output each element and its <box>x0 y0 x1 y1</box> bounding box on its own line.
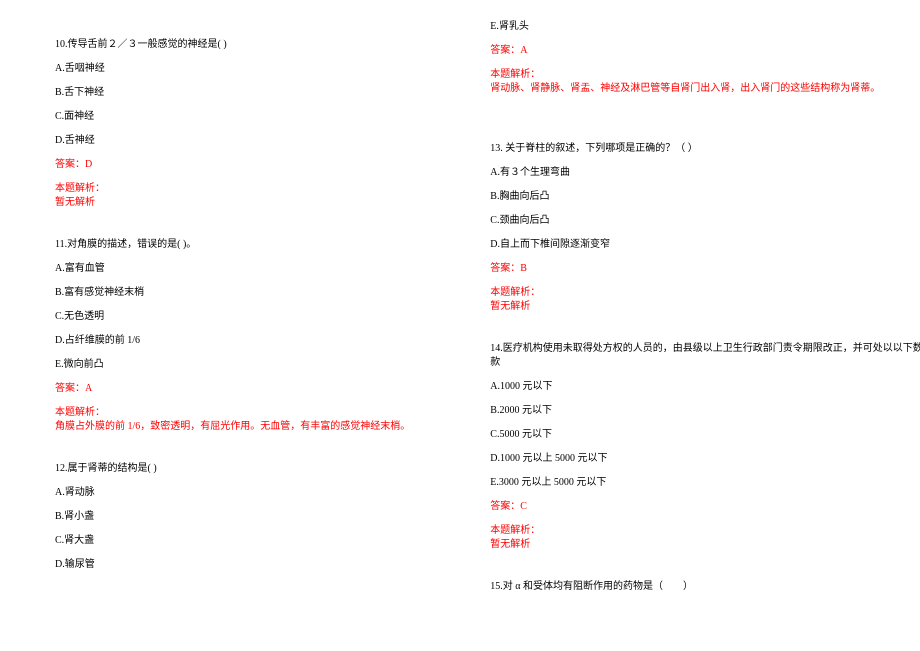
q10-option-c: C.面神经 <box>55 110 410 124</box>
spacer <box>55 444 410 462</box>
q11-option-e: E.微向前凸 <box>55 358 410 372</box>
q14-option-c: C.5000 元以下 <box>490 428 920 442</box>
q12-option-c: C.肾大盏 <box>55 534 410 548</box>
q15-stem: 15.对 α 和受体均有阻断作用的药物是（ ） <box>490 580 920 594</box>
q14-stem-cont: 款 <box>490 356 920 370</box>
q10-stem: 10.传导舌前２／３一般感觉的神经是( ) <box>55 38 410 52</box>
q14-option-b: B.2000 元以下 <box>490 404 920 418</box>
q14-option-e: E.3000 元以上 5000 元以下 <box>490 476 920 490</box>
q11-explain: 角膜占外膜的前 1/6，致密透明，有屈光作用。无血管，有丰富的感觉神经末梢。 <box>55 420 410 434</box>
q13-option-d: D.自上而下椎间隙逐渐变窄 <box>490 238 920 252</box>
spacer <box>55 20 410 38</box>
q14-explain: 暂无解析 <box>490 538 920 552</box>
q12-option-b: B.肾小盏 <box>55 510 410 524</box>
q12-answer: 答案：A <box>490 44 920 58</box>
q13-option-a: A.有３个生理弯曲 <box>490 166 920 180</box>
q10-explain: 暂无解析 <box>55 196 410 210</box>
q12-explain-header: 本题解析： <box>490 68 920 82</box>
right-column: E.肾乳头 答案：A 本题解析： 肾动脉、肾静脉、肾盂、神经及淋巴管等自肾门出入… <box>490 20 920 604</box>
q10-answer: 答案：D <box>55 158 410 172</box>
spacer <box>55 220 410 238</box>
q12-explain: 肾动脉、肾静脉、肾盂、神经及淋巴管等自肾门出入肾，出入肾门的这些结构称为肾蒂。 <box>490 82 920 96</box>
spacer <box>490 124 920 142</box>
q11-explain-header: 本题解析： <box>55 406 410 420</box>
q10-option-d: D.舌神经 <box>55 134 410 148</box>
q13-answer: 答案：B <box>490 262 920 276</box>
q10-option-a: A.舌咽神经 <box>55 62 410 76</box>
q10-option-b: B.舌下神经 <box>55 86 410 100</box>
q14-option-a: A.1000 元以下 <box>490 380 920 394</box>
left-column: 10.传导舌前２／３一般感觉的神经是( ) A.舌咽神经 B.舌下神经 C.面神… <box>55 20 410 604</box>
q11-option-a: A.富有血管 <box>55 262 410 276</box>
q14-explain-header: 本题解析： <box>490 524 920 538</box>
q13-option-c: C.颈曲向后凸 <box>490 214 920 228</box>
q14-stem: 14.医疗机构使用未取得处方权的人员的，由县级以上卫生行政部门责令期限改正，并可… <box>490 342 920 356</box>
spacer <box>490 324 920 342</box>
spacer <box>490 106 920 124</box>
q13-option-b: B.胸曲向后凸 <box>490 190 920 204</box>
spacer <box>490 562 920 580</box>
q11-answer: 答案：A <box>55 382 410 396</box>
q12-option-d: D.输尿管 <box>55 558 410 572</box>
q11-option-b: B.富有感觉神经末梢 <box>55 286 410 300</box>
q10-explain-header: 本题解析： <box>55 182 410 196</box>
q11-option-c: C.无色透明 <box>55 310 410 324</box>
q11-option-d: D.占纤维膜的前 1/6 <box>55 334 410 348</box>
q12-option-a: A.肾动脉 <box>55 486 410 500</box>
q12-option-e: E.肾乳头 <box>490 20 920 34</box>
q13-explain-header: 本题解析： <box>490 286 920 300</box>
exam-page: 10.传导舌前２／３一般感觉的神经是( ) A.舌咽神经 B.舌下神经 C.面神… <box>0 0 920 624</box>
q12-stem: 12.属于肾蒂的结构是( ) <box>55 462 410 476</box>
q13-explain: 暂无解析 <box>490 300 920 314</box>
q11-stem: 11.对角膜的描述，错误的是( )。 <box>55 238 410 252</box>
q14-option-d: D.1000 元以上 5000 元以下 <box>490 452 920 466</box>
q13-stem: 13. 关于脊柱的叙述，下列哪项是正确的？（ ） <box>490 142 920 156</box>
q14-answer: 答案：C <box>490 500 920 514</box>
